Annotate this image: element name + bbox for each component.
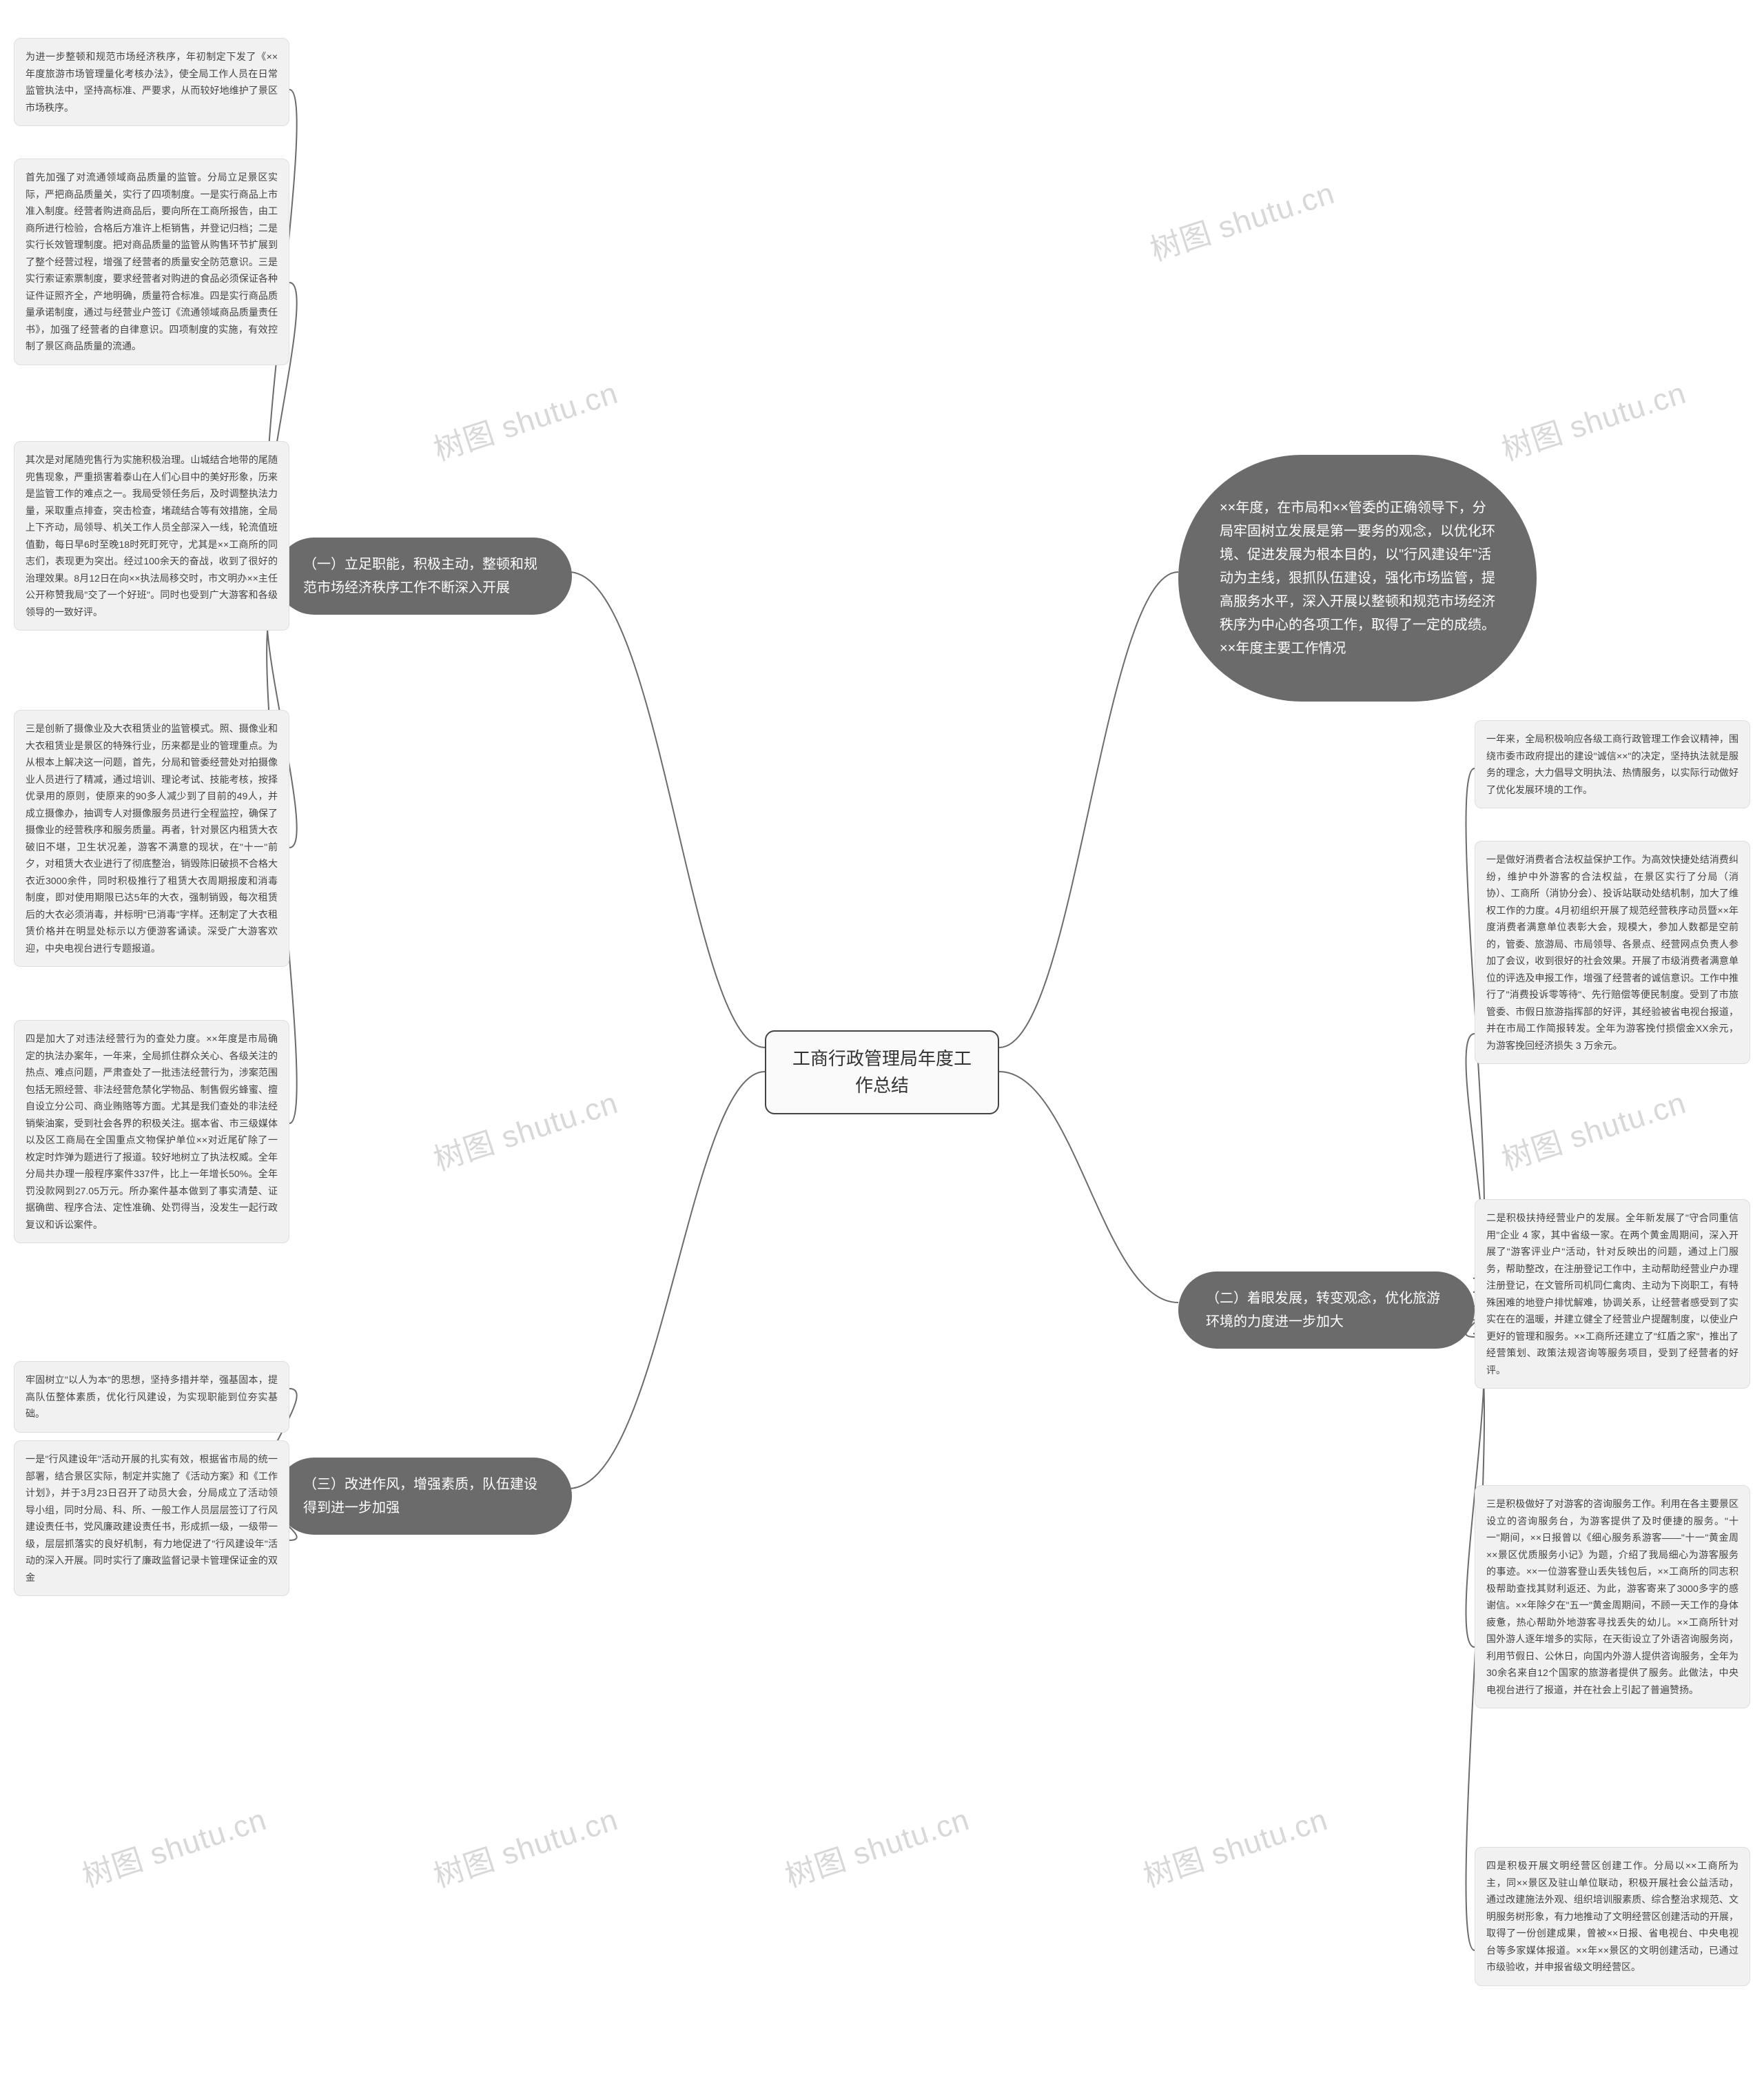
branch-3[interactable]: （二）着眼发展，转变观念，优化旅游环境的力度进一步加大	[1178, 1271, 1475, 1349]
leaf-4-2[interactable]: 一是"行风建设年"活动开展的扎实有效，根据省市局的统一部署，结合景区实际，制定并…	[14, 1440, 289, 1596]
watermark: 树图 shutu.cn	[779, 1795, 974, 1896]
leaf-1-2[interactable]: 首先加强了对流通领域商品质量的监管。分局立足景区实际，严把商品质量关，实行了四项…	[14, 159, 289, 365]
center-node[interactable]: 工商行政管理局年度工作总结	[765, 1030, 999, 1114]
leaf-4-1[interactable]: 牢固树立"以人为本"的思想，坚持多措并举，强基固本，提高队伍整体素质，优化行风建…	[14, 1361, 289, 1433]
leaf-3-3[interactable]: 二是积极扶持经营业户的发展。全年新发展了"守合同重信用"企业 4 家，其中省级一…	[1475, 1199, 1750, 1389]
leaf-3-1[interactable]: 一年来，全局积极响应各级工商行政管理工作会议精神，围绕市委市政府提出的建设"诚信…	[1475, 720, 1750, 808]
watermark: 树图 shutu.cn	[1137, 1795, 1333, 1896]
leaf-3-4[interactable]: 三是积极做好了对游客的咨询服务工作。利用在各主要景区设立的咨询服务台，为游客提供…	[1475, 1485, 1750, 1708]
branch-2[interactable]: ××年度，在市局和××管委的正确领导下，分局牢固树立发展是第一要务的观念，以优化…	[1178, 455, 1537, 702]
leaf-1-5[interactable]: 四是加大了对违法经营行为的查处力度。××年度是市局确定的执法办案年，一年来，全局…	[14, 1020, 289, 1243]
leaf-3-2[interactable]: 一是做好消费者合法权益保护工作。为高效快捷处结消费纠纷，维护中外游客的合法权益，…	[1475, 841, 1750, 1064]
leaf-3-5[interactable]: 四是积极开展文明经营区创建工作。分局以××工商所为主，同××景区及驻山单位联动，…	[1475, 1847, 1750, 1986]
watermark: 树图 shutu.cn	[1144, 168, 1340, 269]
watermark: 树图 shutu.cn	[427, 1795, 623, 1896]
branch-1[interactable]: （一）立足职能，积极主动，整顿和规范市场经济秩序工作不断深入开展	[276, 538, 572, 615]
leaf-1-4[interactable]: 三是创新了摄像业及大衣租赁业的监管模式。照、摄像业和大衣租赁业是景区的特殊行业，…	[14, 710, 289, 967]
leaf-1-3[interactable]: 其次是对尾随兜售行为实施积极治理。山城结合地带的尾随兜售现象，严重损害着泰山在人…	[14, 441, 289, 631]
leaf-1-1[interactable]: 为进一步整顿和规范市场经济秩序，年初制定下发了《××年度旅游市场管理量化考核办法…	[14, 38, 289, 126]
branch-4[interactable]: （三）改进作风，增强素质，队伍建设得到进一步加强	[276, 1458, 572, 1535]
watermark: 树图 shutu.cn	[76, 1795, 271, 1896]
watermark: 树图 shutu.cn	[427, 1078, 623, 1179]
watermark: 树图 shutu.cn	[1495, 1078, 1691, 1179]
watermark: 树图 shutu.cn	[427, 368, 623, 469]
watermark: 树图 shutu.cn	[1495, 368, 1691, 469]
